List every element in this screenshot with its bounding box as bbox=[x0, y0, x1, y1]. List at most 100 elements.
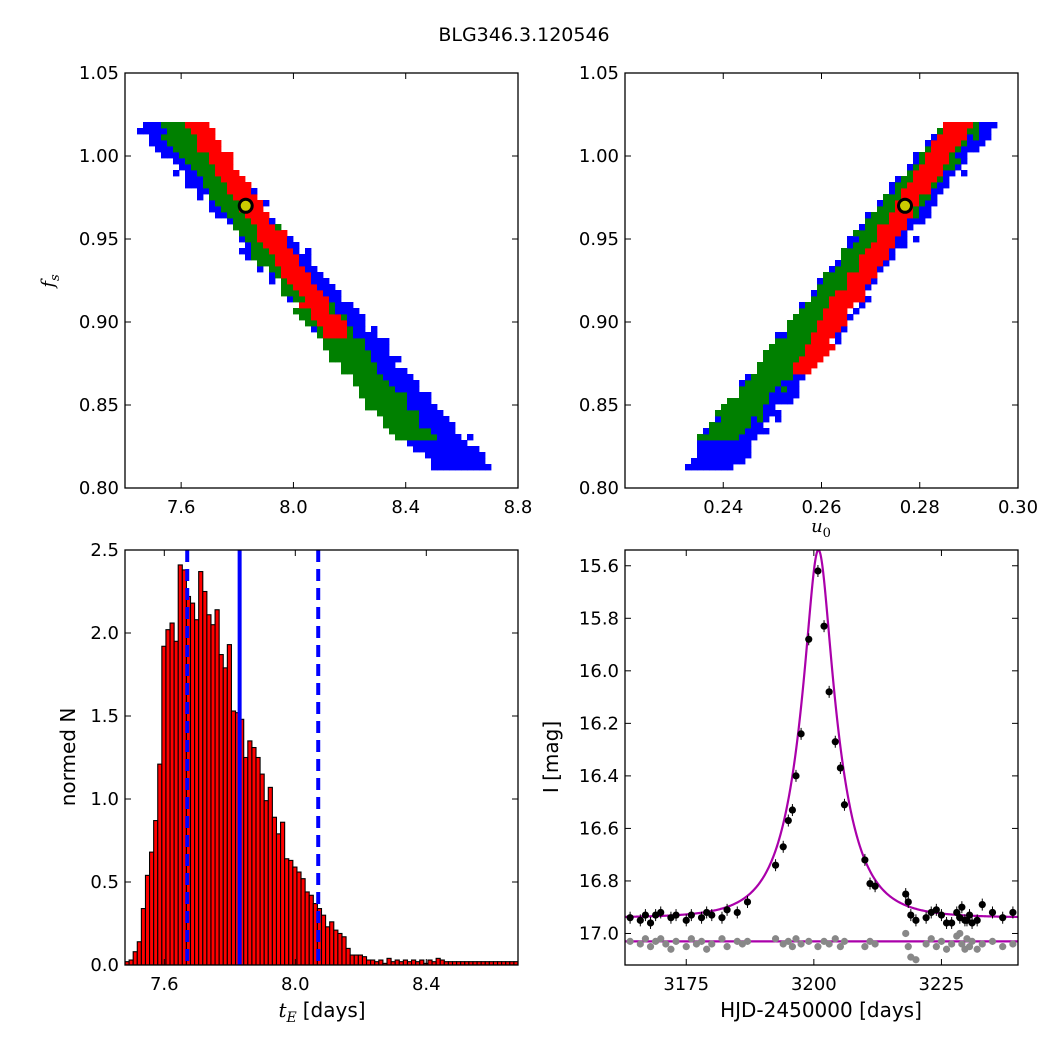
density-cell bbox=[419, 440, 426, 447]
density-cell bbox=[829, 296, 836, 303]
density-cell bbox=[365, 386, 372, 393]
density-cell bbox=[221, 212, 228, 219]
density-cell bbox=[769, 356, 776, 363]
data-point bbox=[861, 856, 869, 864]
density-cell bbox=[901, 182, 908, 189]
density-cell bbox=[859, 254, 866, 261]
density-cell bbox=[853, 236, 860, 243]
density-cell bbox=[721, 422, 728, 429]
density-cell bbox=[245, 254, 252, 261]
density-cell bbox=[775, 350, 782, 357]
histogram-bar bbox=[288, 859, 294, 965]
density-cell bbox=[173, 158, 180, 165]
residual-point bbox=[927, 935, 935, 943]
density-cell bbox=[799, 314, 806, 321]
density-cell bbox=[829, 344, 836, 351]
data-point bbox=[825, 688, 833, 696]
density-cell bbox=[395, 380, 402, 387]
density-cell bbox=[739, 416, 746, 423]
density-cell bbox=[335, 296, 342, 303]
histogram-bar bbox=[308, 894, 314, 965]
density-cell bbox=[257, 212, 264, 219]
density-cell bbox=[329, 326, 336, 333]
data-point bbox=[708, 911, 716, 919]
density-cell bbox=[149, 122, 156, 129]
density-cell bbox=[853, 278, 860, 285]
density-cell bbox=[329, 296, 336, 303]
density-cell bbox=[209, 188, 216, 195]
density-cell bbox=[925, 194, 932, 201]
density-cell bbox=[395, 422, 402, 429]
density-cell bbox=[437, 458, 444, 465]
histogram-bar bbox=[251, 746, 257, 965]
density-cell bbox=[371, 386, 378, 393]
density-cell bbox=[383, 374, 390, 381]
density-cell bbox=[305, 248, 312, 255]
density-cell bbox=[425, 416, 432, 423]
density-cell bbox=[943, 134, 950, 141]
density-cell bbox=[191, 134, 198, 141]
density-cell bbox=[823, 320, 830, 327]
data-point bbox=[836, 764, 844, 772]
density-cell bbox=[877, 224, 884, 231]
density-cell bbox=[805, 314, 812, 321]
density-cell bbox=[431, 416, 438, 423]
density-cell bbox=[401, 386, 408, 393]
residual-point bbox=[792, 935, 800, 943]
density-cell bbox=[865, 236, 872, 243]
density-cell bbox=[389, 416, 396, 423]
density-cell bbox=[353, 380, 360, 387]
y-tick-label: 1.05 bbox=[579, 63, 619, 84]
density-cell bbox=[877, 230, 884, 237]
density-cell bbox=[437, 422, 444, 429]
density-cell bbox=[347, 320, 354, 327]
density-cell bbox=[703, 458, 710, 465]
density-cell bbox=[991, 122, 998, 129]
density-cell bbox=[359, 332, 366, 339]
density-cell bbox=[323, 302, 330, 309]
density-cell bbox=[269, 266, 276, 273]
density-cell bbox=[799, 320, 806, 327]
density-cell bbox=[823, 326, 830, 333]
density-cell bbox=[817, 314, 824, 321]
density-cell bbox=[329, 284, 336, 291]
density-cell bbox=[377, 404, 384, 411]
density-cell bbox=[185, 146, 192, 153]
density-cell bbox=[191, 164, 198, 171]
density-cell bbox=[317, 326, 324, 333]
density-cell bbox=[979, 140, 986, 147]
density-cell bbox=[859, 236, 866, 243]
density-cell bbox=[353, 344, 360, 351]
density-cell bbox=[329, 332, 336, 339]
density-cell bbox=[359, 368, 366, 375]
density-cell bbox=[245, 182, 252, 189]
density-cell bbox=[209, 164, 216, 171]
density-cell bbox=[269, 230, 276, 237]
density-cell bbox=[179, 158, 186, 165]
density-cell bbox=[167, 134, 174, 141]
density-cell bbox=[323, 296, 330, 303]
density-cell bbox=[257, 236, 264, 243]
density-cell bbox=[733, 404, 740, 411]
density-cell bbox=[931, 140, 938, 147]
y-tick-label: 2.5 bbox=[90, 540, 119, 561]
density-cell bbox=[919, 152, 926, 159]
density-cell bbox=[365, 380, 372, 387]
density-cell bbox=[395, 392, 402, 399]
density-cell bbox=[763, 374, 770, 381]
density-cell bbox=[233, 212, 240, 219]
density-cell bbox=[811, 332, 818, 339]
density-cell bbox=[835, 296, 842, 303]
density-cell bbox=[197, 134, 204, 141]
x-tick-label: 7.6 bbox=[150, 974, 179, 995]
histogram-bar bbox=[169, 622, 175, 965]
x-tick-label: 0.28 bbox=[900, 497, 940, 518]
density-cell bbox=[389, 404, 396, 411]
x-tick-label: 3175 bbox=[663, 974, 709, 995]
density-cell bbox=[739, 458, 746, 465]
density-cell bbox=[961, 134, 968, 141]
density-cell bbox=[227, 194, 234, 201]
density-cell bbox=[739, 392, 746, 399]
density-cell bbox=[937, 170, 944, 177]
density-cell bbox=[883, 236, 890, 243]
